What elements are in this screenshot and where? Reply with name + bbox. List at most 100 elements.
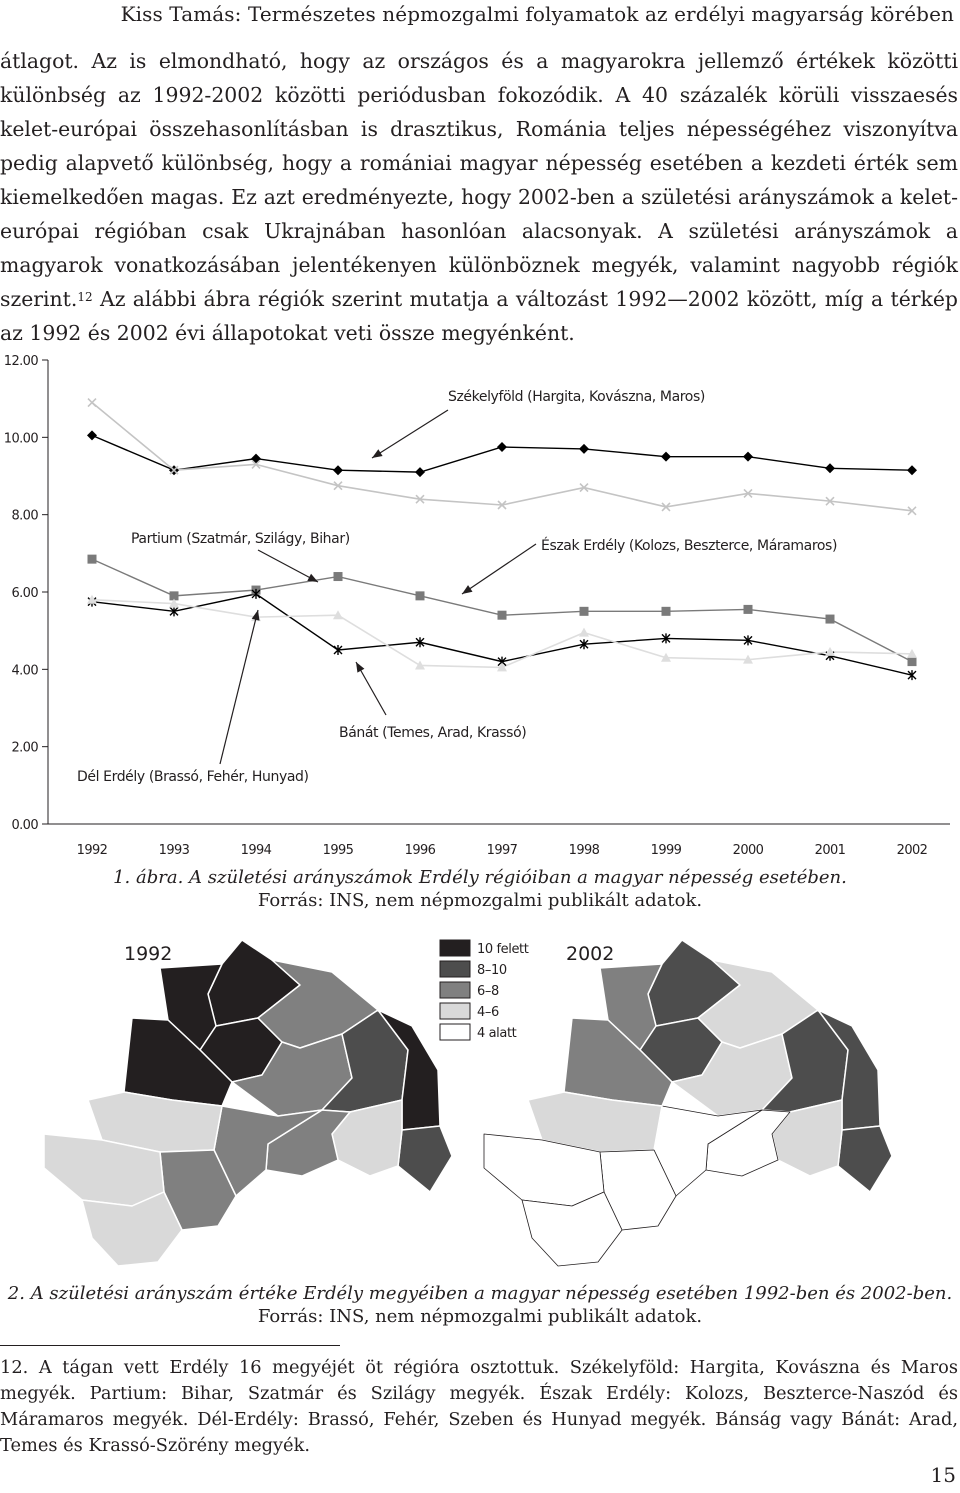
data-point xyxy=(169,598,179,608)
data-point xyxy=(333,610,343,620)
data-point xyxy=(87,554,97,564)
y-tick-label: 4.00 xyxy=(11,663,38,678)
footnote-reference: 12 xyxy=(77,290,93,304)
legend-swatch xyxy=(439,1002,471,1020)
legend-swatch xyxy=(439,960,471,978)
map-1992-label: 1992 xyxy=(124,943,172,965)
footnote-rule xyxy=(0,1345,340,1346)
legend-swatch xyxy=(439,939,471,957)
label-arrow-line xyxy=(257,549,319,583)
x-tick-label: 1994 xyxy=(241,843,272,858)
figure1-caption-block: 1. ábra. A születési arányszámok Erdély … xyxy=(0,866,960,912)
data-point xyxy=(579,627,589,637)
data-point xyxy=(333,465,343,476)
data-point xyxy=(907,506,917,516)
data-point xyxy=(333,572,343,582)
county-1992-covasna xyxy=(397,1125,453,1193)
data-point xyxy=(825,646,835,656)
map-1992 xyxy=(43,939,453,1267)
x-tick-label: 1993 xyxy=(159,843,190,858)
label-arrow-line xyxy=(219,609,259,765)
data-point xyxy=(825,496,835,506)
y-tick-label: 10.00 xyxy=(4,431,39,446)
data-point xyxy=(661,502,671,512)
figure1-source: Forrás: INS, nem népmozgalmi publikált a… xyxy=(257,890,703,911)
figure1-caption: 1. ábra. A születési arányszámok Erdély … xyxy=(113,867,847,888)
x-tick-label: 2001 xyxy=(815,843,846,858)
x-tick-label: 1995 xyxy=(323,843,354,858)
legend-swatch xyxy=(439,1023,471,1041)
data-point xyxy=(251,453,261,464)
y-tick-label: 6.00 xyxy=(11,586,38,601)
label-arrow-line xyxy=(461,543,537,595)
map-legend: 10 felett 8–10 6–8 4–6 4 alatt xyxy=(439,939,529,1041)
footnote: 12. A tágan vett Erdély 16 megyéjét öt r… xyxy=(0,1355,958,1459)
data-point xyxy=(743,488,753,498)
data-point xyxy=(825,463,835,474)
data-point xyxy=(333,645,343,655)
data-point xyxy=(579,639,589,650)
county-1992-caras xyxy=(81,1191,183,1267)
x-tick-label: 2000 xyxy=(733,843,764,858)
y-tick-label: 0.00 xyxy=(11,818,38,833)
data-point xyxy=(169,591,179,601)
birth-rate-line-chart: 0.00 2.00 4.00 6.00 8.00 10.00 12.00 1992 1993 19… xyxy=(4,354,950,858)
county-2002-covasna xyxy=(837,1125,893,1193)
data-point xyxy=(251,588,261,599)
data-point xyxy=(415,591,425,601)
data-point xyxy=(415,494,425,504)
data-point xyxy=(907,657,917,667)
figure2-source: Forrás: INS, nem népmozgalmi publikált a… xyxy=(257,1306,703,1327)
running-head: Kiss Tamás: Természetes népmozgalmi foly… xyxy=(120,2,954,26)
footnote-text: A tágan vett Erdély 16 megyéjét öt régió… xyxy=(0,1357,958,1456)
data-point xyxy=(87,430,97,441)
data-point xyxy=(907,648,917,658)
label-arrow-line xyxy=(355,661,387,716)
legend-label: 8–10 xyxy=(477,963,507,978)
legend-label: 10 felett xyxy=(477,942,529,957)
series-label: Észak Erdély (Kolozs, Beszterce, Máramar… xyxy=(541,537,837,554)
x-tick-label: 1998 xyxy=(569,843,600,858)
data-point xyxy=(661,451,671,462)
data-point xyxy=(825,614,835,624)
data-point xyxy=(415,660,425,670)
x-tick-label: 1999 xyxy=(651,843,682,858)
label-arrow-head xyxy=(356,662,365,673)
data-point xyxy=(579,443,589,454)
footnote-number: 12. xyxy=(0,1357,29,1378)
x-tick-label: 1996 xyxy=(405,843,436,858)
chart-annotations: Székelyföld (Hargita, Kovászna, Maros) Pa… xyxy=(77,389,837,785)
figure2-caption-block: 2. A születési arányszám értéke Erdély m… xyxy=(0,1282,960,1328)
y-tick-label: 12.00 xyxy=(4,354,39,369)
data-point xyxy=(169,606,179,617)
series-label: Dél Erdély (Brassó, Fehér, Hunyad) xyxy=(77,769,309,785)
county-1992-sibiu xyxy=(265,1109,351,1177)
series-label: Partium (Szatmár, Szilágy, Bihar) xyxy=(131,531,350,547)
figure2-caption: 2. A születési arányszám értéke Erdély m… xyxy=(7,1283,953,1304)
legend-label: 4–6 xyxy=(477,1005,499,1020)
county-maps-figure: 1992 2002 10 felett 8–10 6–8 4–6 4 alatt xyxy=(43,939,893,1267)
data-point xyxy=(415,467,425,478)
paragraph-part-1: átlagot. Az is elmondható, hogy az orszá… xyxy=(0,49,958,311)
x-tick-label: 1992 xyxy=(77,843,108,858)
data-point xyxy=(579,606,589,616)
legend-label: 6–8 xyxy=(477,984,499,999)
y-tick-label: 2.00 xyxy=(11,741,38,756)
series-label: Bánát (Temes, Arad, Krassó) xyxy=(339,725,526,741)
data-point xyxy=(661,633,671,644)
data-point xyxy=(743,451,753,462)
county-2002-sibiu xyxy=(705,1109,791,1177)
legend-label: 4 alatt xyxy=(477,1026,517,1041)
data-point xyxy=(87,397,97,408)
data-point xyxy=(743,604,753,614)
label-arrow-head xyxy=(251,610,260,621)
x-tick-label: 2002 xyxy=(897,843,928,858)
series-line xyxy=(91,401,913,512)
data-point xyxy=(333,481,343,491)
data-point xyxy=(169,465,179,475)
map-2002-label: 2002 xyxy=(566,943,614,965)
label-arrow-head xyxy=(462,585,473,594)
y-tick-label: 8.00 xyxy=(11,509,38,524)
chart-axes: 0.00 2.00 4.00 6.00 8.00 10.00 12.00 1992 1993 19… xyxy=(4,354,950,858)
data-point xyxy=(251,459,261,469)
